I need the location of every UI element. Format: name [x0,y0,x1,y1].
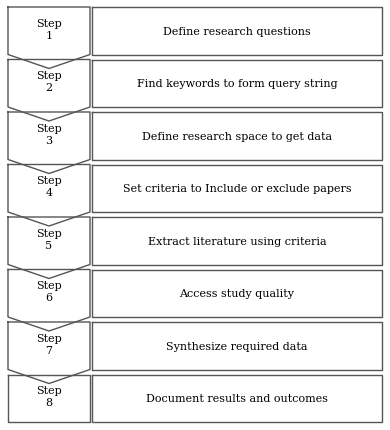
Polygon shape [8,60,90,122]
Text: Define research space to get data: Define research space to get data [142,132,332,141]
Polygon shape [92,60,382,108]
Polygon shape [8,218,90,279]
Text: Step
4: Step 4 [36,176,62,198]
Text: Document results and outcomes: Document results and outcomes [146,393,328,403]
Polygon shape [8,8,90,69]
Text: Extract literature using criteria: Extract literature using criteria [148,236,326,246]
Text: Step
3: Step 3 [36,124,62,145]
Text: Step
1: Step 1 [36,19,62,40]
Polygon shape [8,113,90,174]
Text: Set criteria to Include or exclude papers: Set criteria to Include or exclude paper… [123,184,351,194]
Polygon shape [92,113,382,160]
Polygon shape [8,375,90,422]
Polygon shape [8,270,90,331]
Text: Step
7: Step 7 [36,333,62,355]
Polygon shape [92,8,382,55]
Text: Step
2: Step 2 [36,71,62,93]
Text: Step
6: Step 6 [36,281,62,302]
Text: Synthesize required data: Synthesize required data [166,341,308,351]
Text: Find keywords to form query string: Find keywords to form query string [136,79,337,89]
Polygon shape [8,322,90,384]
Text: Step
8: Step 8 [36,386,62,407]
Polygon shape [92,375,382,422]
Polygon shape [92,270,382,317]
Polygon shape [92,165,382,212]
Text: Access study quality: Access study quality [179,289,294,298]
Polygon shape [92,218,382,265]
Polygon shape [8,165,90,227]
Polygon shape [92,322,382,370]
Text: Step
5: Step 5 [36,228,62,250]
Text: Define research questions: Define research questions [163,27,311,37]
